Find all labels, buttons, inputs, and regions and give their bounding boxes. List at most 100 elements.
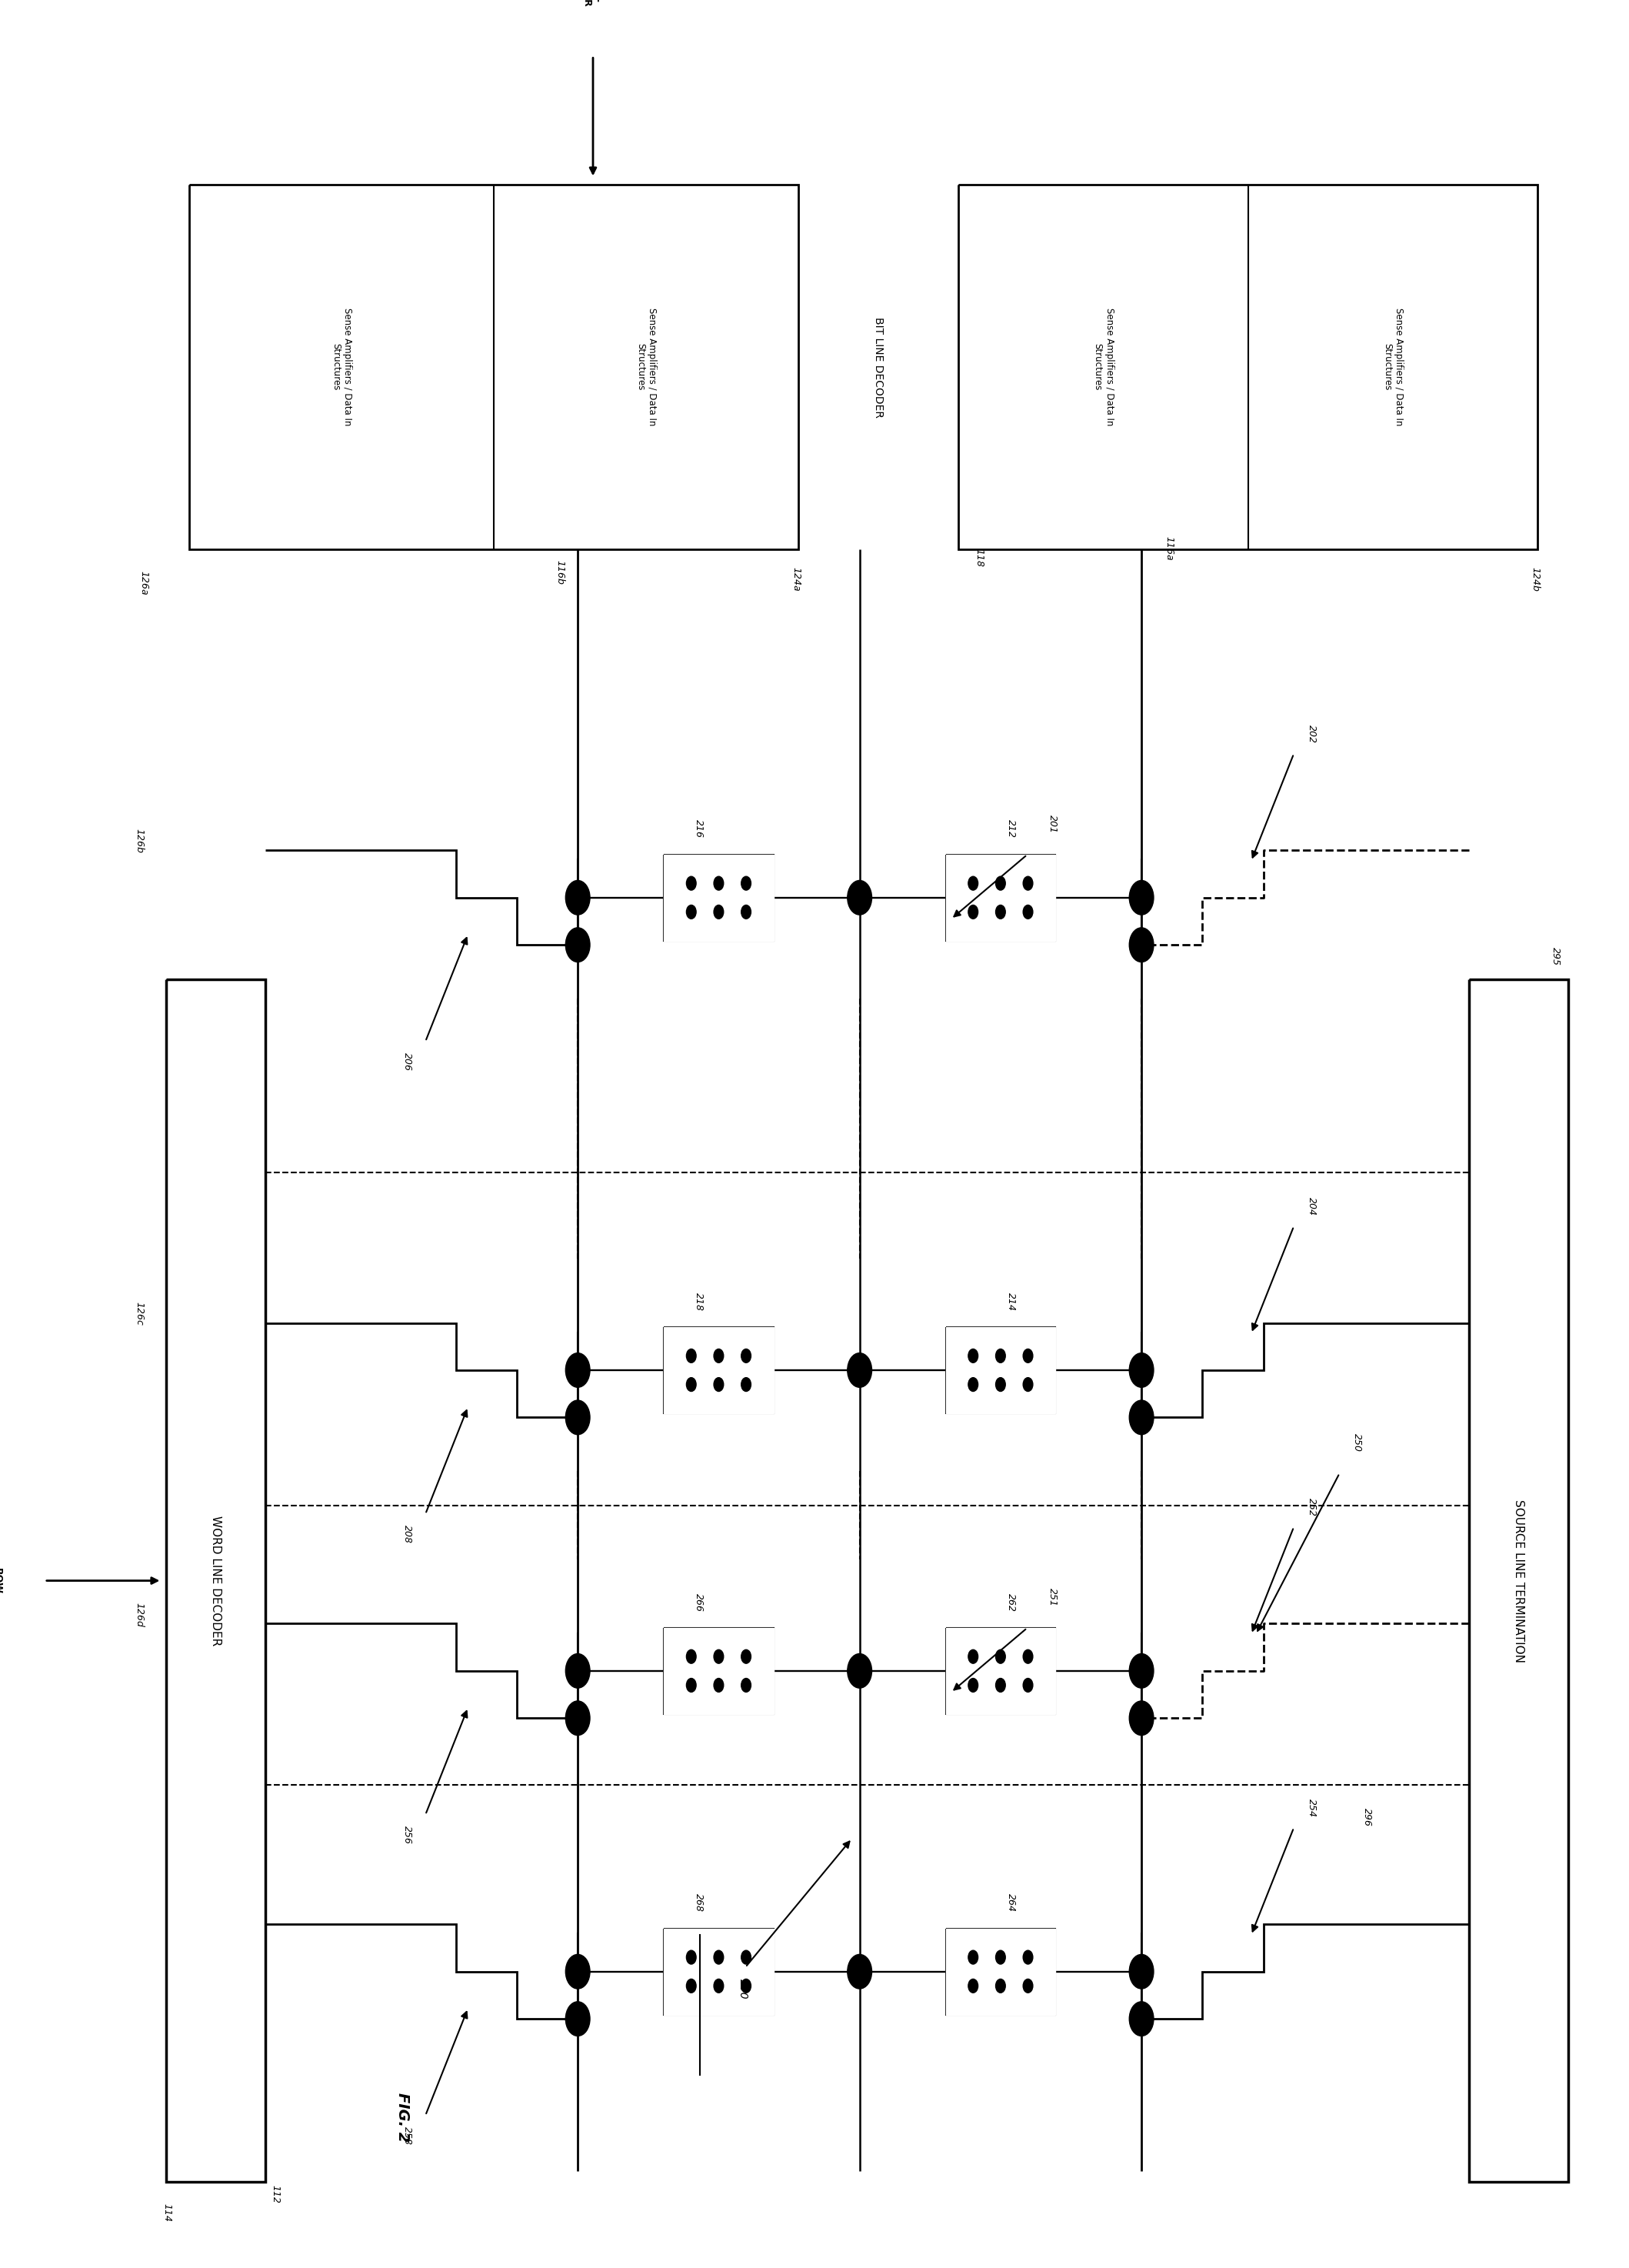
Circle shape <box>995 1678 1005 1692</box>
Circle shape <box>741 1980 751 1994</box>
Circle shape <box>968 1377 977 1390</box>
Text: 208: 208 <box>402 1524 412 1542</box>
Circle shape <box>741 1950 751 1964</box>
Polygon shape <box>665 855 774 941</box>
Circle shape <box>968 905 977 919</box>
Text: WORD LINE DECODER: WORD LINE DECODER <box>210 1515 222 1647</box>
Text: 266: 266 <box>694 1592 704 1610</box>
Text: 250: 250 <box>1352 1433 1362 1452</box>
Circle shape <box>1023 1349 1033 1363</box>
Circle shape <box>995 1980 1005 1994</box>
Circle shape <box>686 1980 696 1994</box>
Circle shape <box>847 1653 872 1687</box>
Text: 212: 212 <box>1005 819 1016 839</box>
Circle shape <box>995 1377 1005 1390</box>
Circle shape <box>686 1349 696 1363</box>
Text: BIT LINE DECODER: BIT LINE DECODER <box>873 318 885 417</box>
Polygon shape <box>946 1628 1056 1715</box>
Circle shape <box>565 1955 590 1989</box>
Text: 126b: 126b <box>134 828 143 853</box>
Text: 116b: 116b <box>555 560 565 585</box>
Circle shape <box>741 875 751 889</box>
Circle shape <box>714 1649 723 1662</box>
Circle shape <box>1023 1980 1033 1994</box>
Circle shape <box>968 1950 977 1964</box>
Circle shape <box>968 1649 977 1662</box>
Polygon shape <box>665 1628 774 1715</box>
Text: 262: 262 <box>1005 1592 1016 1610</box>
Circle shape <box>968 1678 977 1692</box>
Text: 204: 204 <box>1306 1198 1316 1216</box>
Text: Sense Amplifiers / Data In
Structures: Sense Amplifiers / Data In Structures <box>1381 308 1404 426</box>
Circle shape <box>1129 880 1153 914</box>
Polygon shape <box>665 1327 774 1413</box>
Circle shape <box>686 1377 696 1390</box>
Circle shape <box>1129 1399 1153 1436</box>
Circle shape <box>995 1950 1005 1964</box>
Text: 126d: 126d <box>134 1601 143 1626</box>
Circle shape <box>565 928 590 962</box>
Text: 124a: 124a <box>792 567 801 592</box>
Text: 201: 201 <box>1047 814 1057 832</box>
Circle shape <box>714 905 723 919</box>
Circle shape <box>1023 905 1033 919</box>
Circle shape <box>741 905 751 919</box>
Text: Sense Amplifiers / Data In
Structures: Sense Amplifiers / Data In Structures <box>331 308 352 426</box>
Polygon shape <box>166 980 266 2182</box>
Circle shape <box>686 875 696 889</box>
Circle shape <box>847 880 872 914</box>
Circle shape <box>1129 1701 1153 1735</box>
Text: 295: 295 <box>1551 948 1561 966</box>
Circle shape <box>995 875 1005 889</box>
Circle shape <box>714 1980 723 1994</box>
Circle shape <box>1023 1377 1033 1390</box>
Circle shape <box>714 1950 723 1964</box>
Text: 114: 114 <box>161 2204 171 2223</box>
Circle shape <box>847 1354 872 1388</box>
Circle shape <box>1023 1678 1033 1692</box>
Text: 116a: 116a <box>1165 535 1175 560</box>
Text: 264: 264 <box>1005 1894 1016 1912</box>
Text: 124b: 124b <box>1530 567 1539 592</box>
Polygon shape <box>189 184 798 549</box>
Circle shape <box>565 2003 590 2037</box>
Polygon shape <box>665 1928 774 2014</box>
Text: 202: 202 <box>1306 723 1316 744</box>
Circle shape <box>714 875 723 889</box>
Polygon shape <box>958 184 1538 549</box>
Circle shape <box>847 1955 872 1989</box>
Circle shape <box>1023 1950 1033 1964</box>
Text: 254: 254 <box>1306 1799 1316 1817</box>
Text: 256: 256 <box>402 1826 412 1844</box>
Circle shape <box>565 1399 590 1436</box>
Circle shape <box>741 1678 751 1692</box>
Text: 206: 206 <box>402 1052 412 1070</box>
Text: 218: 218 <box>694 1293 704 1311</box>
Text: 112: 112 <box>270 2184 280 2204</box>
Text: 258: 258 <box>402 2125 412 2146</box>
Circle shape <box>714 1377 723 1390</box>
Circle shape <box>995 905 1005 919</box>
Circle shape <box>741 1377 751 1390</box>
Polygon shape <box>946 855 1056 941</box>
Circle shape <box>1129 2003 1153 2037</box>
Circle shape <box>1129 1354 1153 1388</box>
Circle shape <box>686 905 696 919</box>
Circle shape <box>565 1701 590 1735</box>
Text: 251: 251 <box>1047 1588 1057 1606</box>
Circle shape <box>565 1354 590 1388</box>
Text: ROW
ADDR: ROW ADDR <box>0 1565 2 1597</box>
Circle shape <box>1023 875 1033 889</box>
Text: 200: 200 <box>738 1980 748 2000</box>
Circle shape <box>968 1349 977 1363</box>
Text: 216: 216 <box>694 819 704 839</box>
Circle shape <box>741 1649 751 1662</box>
Circle shape <box>1129 1955 1153 1989</box>
Circle shape <box>686 1678 696 1692</box>
Circle shape <box>565 1653 590 1687</box>
Circle shape <box>1129 928 1153 962</box>
Text: Sense Amplifiers / Data In
Structures: Sense Amplifiers / Data In Structures <box>635 308 656 426</box>
Circle shape <box>565 880 590 914</box>
Text: 118: 118 <box>974 549 984 567</box>
Polygon shape <box>1469 980 1569 2182</box>
